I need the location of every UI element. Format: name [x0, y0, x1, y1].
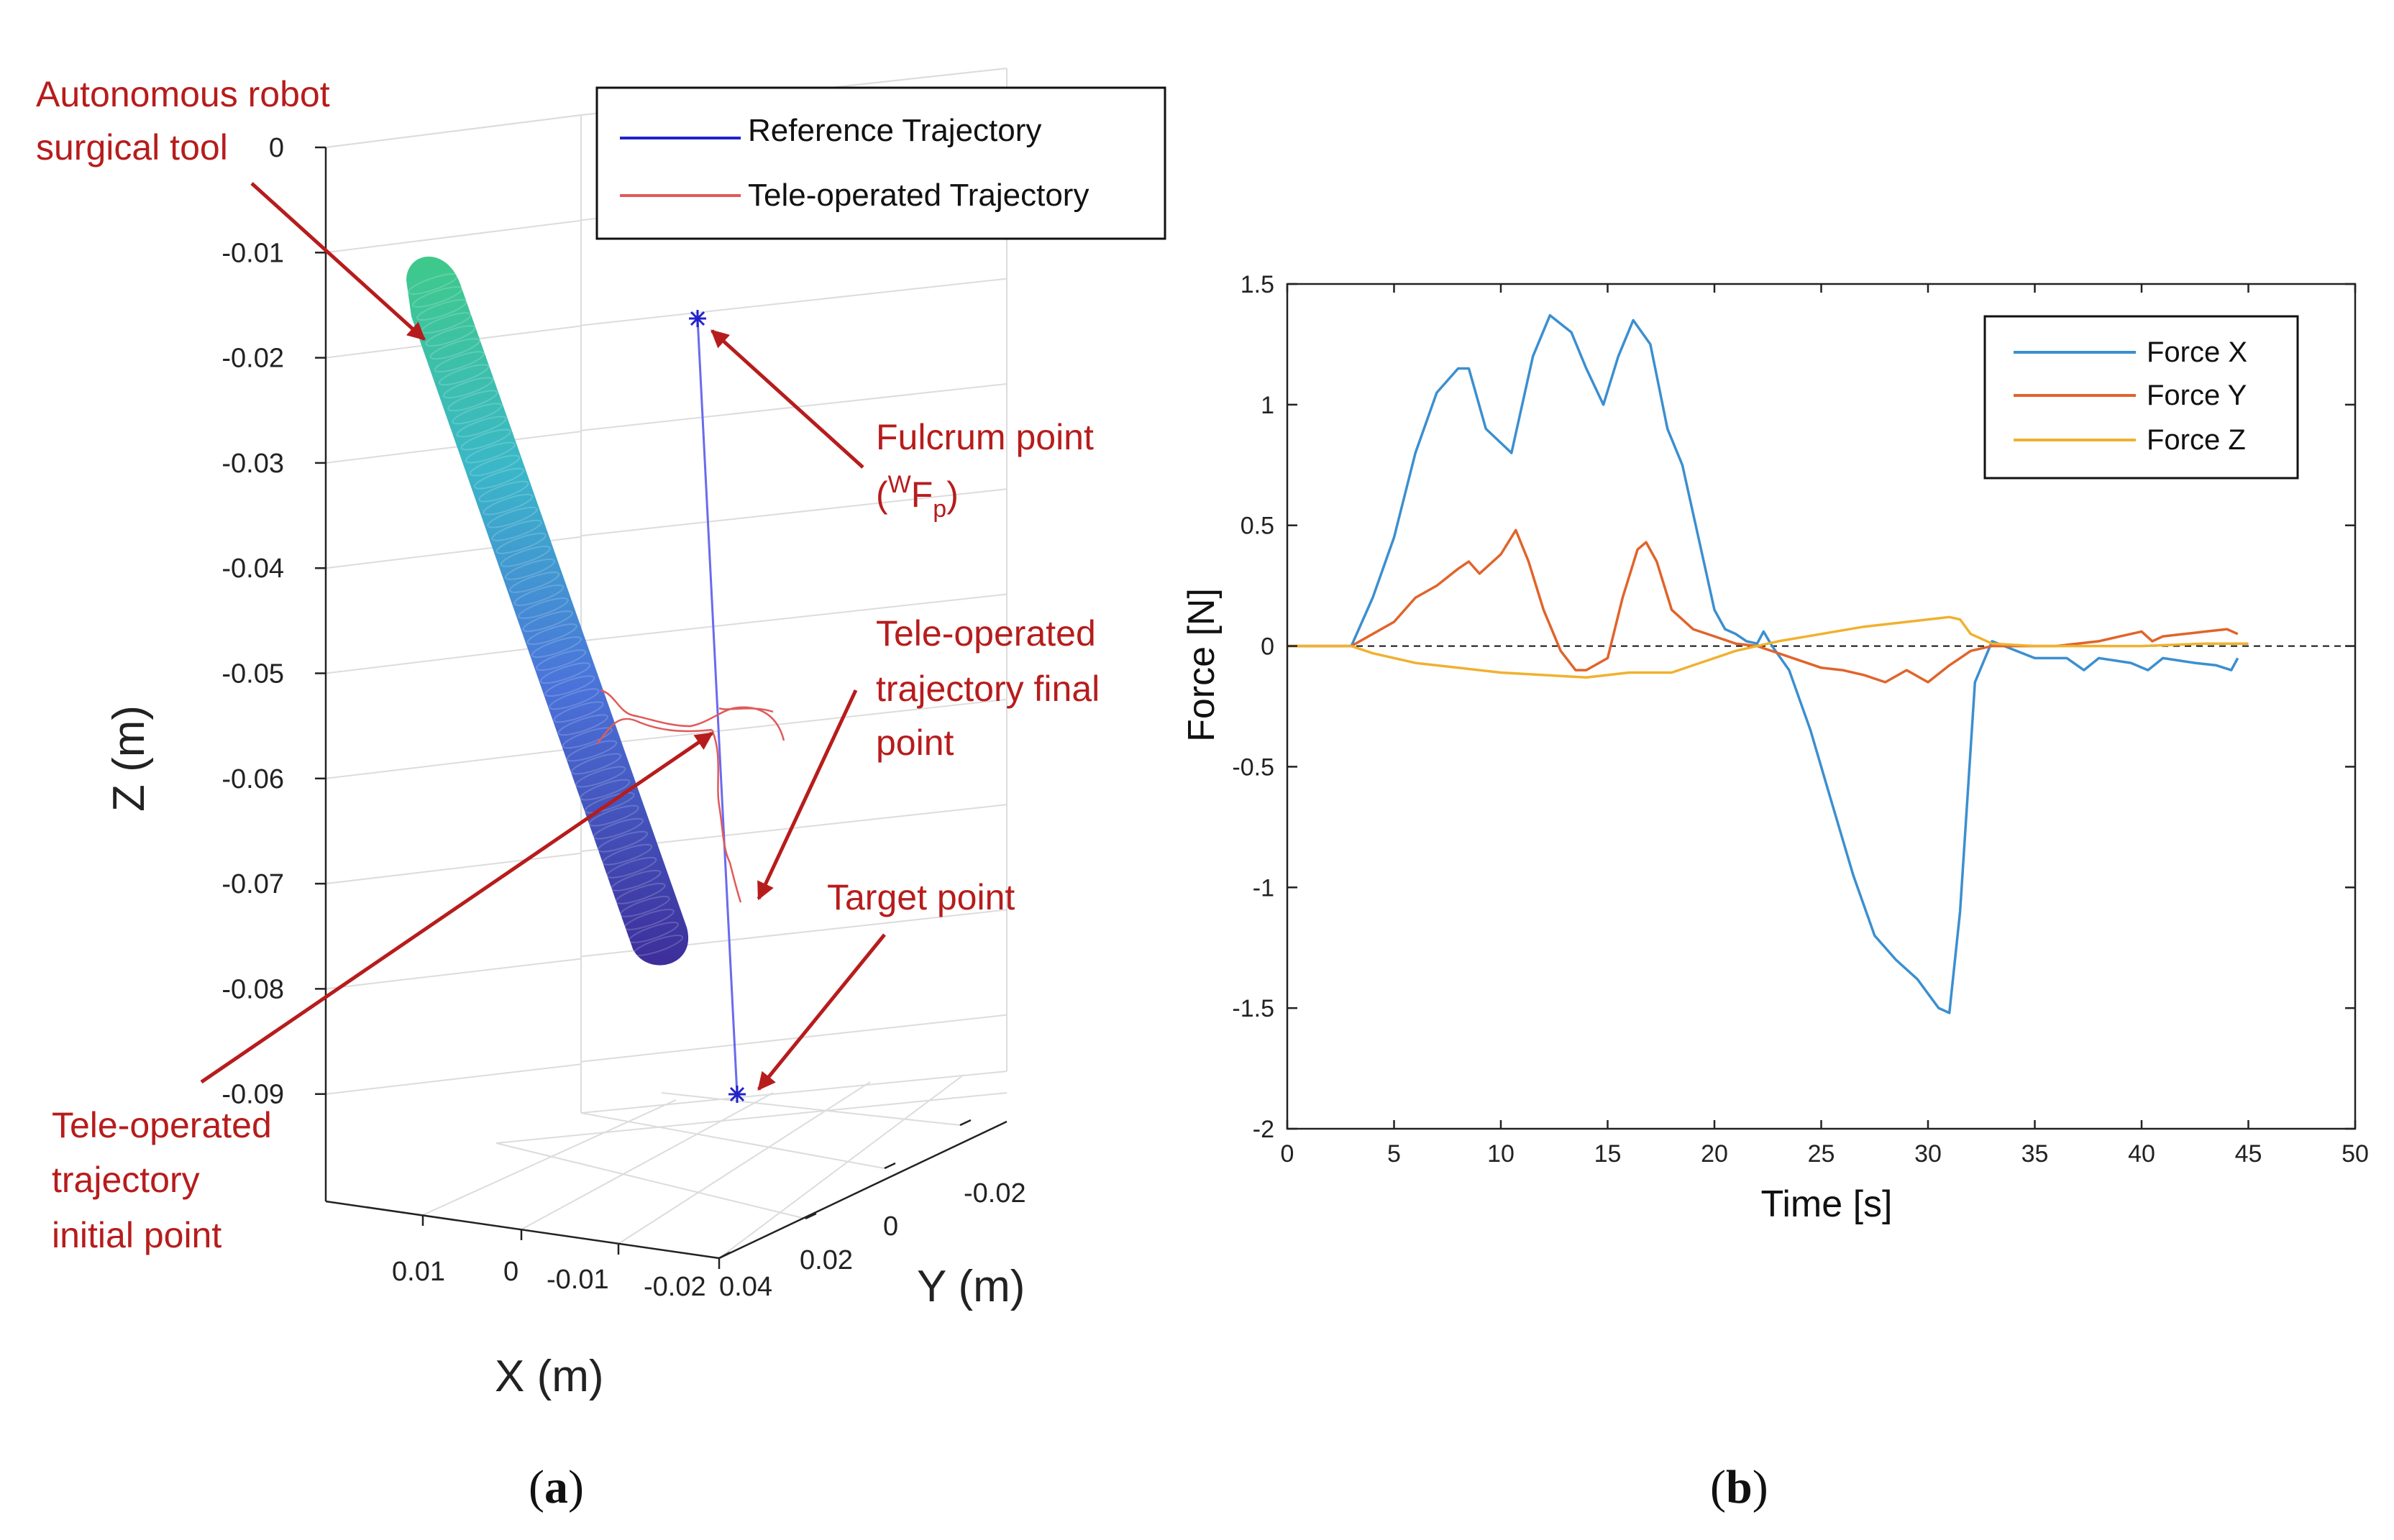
x-tick-label: 35 — [2021, 1140, 2049, 1168]
z-tick-label: -0.04 — [221, 554, 284, 584]
z-tick-label: -0.03 — [221, 449, 284, 479]
z-tick-label: -0.08 — [221, 974, 284, 1004]
series-lines — [1287, 313, 2249, 1014]
x-tick-label: -0.01 — [547, 1265, 609, 1295]
y-tick-label: 0.5 — [1241, 513, 1274, 540]
x-axis-label: X (m) — [495, 1352, 604, 1401]
x-tick-label: 50 — [2342, 1140, 2369, 1168]
y-tick-label: -0.5 — [1232, 753, 1274, 781]
annotation-fulcrum-1: Fulcrum point — [876, 417, 1094, 457]
series-line-force-z — [1287, 615, 2249, 679]
y-tick-label: -1 — [1253, 874, 1274, 902]
annotations: Autonomous robot surgical tool Fulcrum p… — [36, 74, 1100, 1255]
teleoperated-trajectory — [596, 689, 785, 903]
annotation-tool-2: surgical tool — [36, 127, 228, 168]
x-tick-label: 5 — [1387, 1140, 1401, 1168]
y-axis-label: Y (m) — [917, 1262, 1025, 1311]
x-tick-label: 0.01 — [392, 1257, 445, 1287]
y-tick-label: 1 — [1261, 392, 1274, 419]
legend-label-force-y: Force Y — [2147, 380, 2247, 411]
grid-3d — [325, 68, 1008, 1259]
y-tick-label: -0.02 — [964, 1178, 1026, 1209]
legend-b: Force X Force Y Force Z — [1983, 315, 2299, 480]
annotation-arrows — [200, 182, 886, 1091]
y-axis-ticks: 0.04 0.02 0 -0.02 Y (m) — [718, 1119, 1026, 1311]
target-marker — [728, 1086, 746, 1103]
surgical-tool-tube — [406, 256, 689, 966]
legend-label-reference: Reference Trajectory — [748, 113, 1041, 148]
x-tick-label: 20 — [1701, 1140, 1728, 1168]
y-tick-label: -2 — [1253, 1116, 1274, 1143]
x-tick-label: 40 — [2128, 1140, 2155, 1168]
x-tick-label: 25 — [1808, 1140, 1835, 1168]
annotation-initial-1: Tele-operated — [52, 1105, 272, 1145]
axes-3d — [324, 147, 1008, 1260]
x-tick-label: 30 — [1914, 1140, 1942, 1168]
x-axis-ticks: 0.01 0 -0.01 -0.02 X (m) — [392, 1215, 721, 1401]
z-tick-label: -0.05 — [221, 659, 284, 689]
legend-label-teleoperated: Tele-operated Trajectory — [748, 178, 1089, 213]
reference-trajectory-line — [696, 318, 739, 1095]
y-tick-label: -1.5 — [1232, 995, 1274, 1022]
y-ticks: 1.5 1 0.5 0 -0.5 -1 -1.5 -2 — [1232, 271, 2355, 1143]
x-tick-label: 45 — [2235, 1140, 2262, 1168]
x-tick-label: 0 — [1281, 1140, 1294, 1168]
fulcrum-marker — [689, 310, 706, 327]
panel-b-force-chart: 0 5 10 15 20 25 30 35 40 45 50 1.5 1 0.5 0 -0.5 -1 -1.5 -… — [1181, 271, 2369, 1513]
legend-label-force-x: Force X — [2147, 336, 2247, 368]
z-tick-label: -0.02 — [221, 344, 284, 374]
annotation-target: Target point — [827, 877, 1015, 917]
annotation-final-1: Tele-operated — [876, 613, 1096, 654]
z-tick-label: -0.07 — [221, 869, 284, 899]
legend-label-force-z: Force Z — [2147, 424, 2246, 456]
caption-b: (b) — [1710, 1461, 1768, 1513]
x-tick-label: 10 — [1487, 1140, 1514, 1168]
annotation-tool-1: Autonomous robot — [36, 74, 330, 114]
y-axis-title: Force [N] — [1181, 588, 1223, 742]
annotation-final-3: point — [876, 723, 954, 763]
z-tick-label: 0 — [269, 133, 284, 163]
z-axis-ticks: 0 -0.01 -0.02 -0.03 -0.04 -0.05 -0.06 -0.07 -0.0… — [221, 133, 326, 1110]
z-tick-label: -0.09 — [221, 1080, 284, 1110]
z-tick-label: -0.01 — [221, 238, 284, 268]
annotation-final-2: trajectory final — [876, 669, 1100, 709]
series-line-force-x — [1287, 313, 2239, 1014]
annotation-initial-3: initial point — [52, 1215, 221, 1255]
y-tick-label: 0.04 — [719, 1272, 772, 1302]
x-tick-label: 0 — [503, 1257, 518, 1287]
y-tick-label: 0 — [1261, 633, 1274, 661]
y-tick-label: 0.02 — [800, 1245, 853, 1275]
annotation-fulcrum-symbol: (WFp) — [876, 471, 959, 523]
caption-a: (a) — [529, 1461, 584, 1513]
y-tick-label: 0 — [883, 1211, 898, 1242]
x-ticks: 0 5 10 15 20 25 30 35 40 45 50 — [1281, 284, 2369, 1168]
annotation-initial-2: trajectory — [52, 1160, 200, 1200]
x-tick-label: -0.02 — [644, 1272, 706, 1302]
panel-a-3d-plot: 0 -0.01 -0.02 -0.03 -0.04 -0.05 -0.06 -0.07 -0.0… — [36, 68, 1166, 1513]
x-axis-title: Time [s] — [1761, 1183, 1893, 1225]
legend-a: Reference Trajectory Tele-operated Traje… — [595, 86, 1166, 240]
z-tick-label: -0.06 — [221, 764, 284, 794]
z-axis-label: Z (m) — [104, 705, 154, 812]
x-tick-label: 15 — [1594, 1140, 1622, 1168]
y-tick-label: 1.5 — [1241, 271, 1274, 298]
